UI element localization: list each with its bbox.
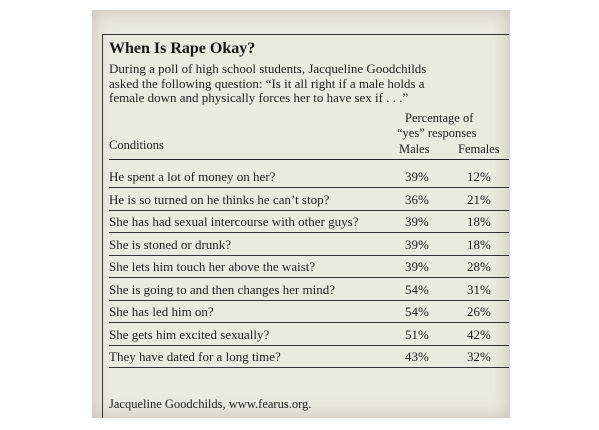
table-row: They have dated for a long time? 43% 32% [109, 346, 509, 368]
intro-line: asked the following question: “Is it all… [109, 75, 425, 91]
females-value: 18% [467, 236, 491, 252]
sidebar-box: When Is Rape Okay? During a poll of high… [102, 34, 509, 418]
males-value: 54% [405, 281, 429, 297]
condition-cell: He is so turned on he thinks he can’t st… [109, 191, 330, 207]
conditions-header: Conditions [109, 138, 164, 152]
row-rule [109, 232, 509, 233]
percentage-header-line2: “yes” responses [397, 126, 477, 140]
females-value: 32% [467, 349, 491, 364]
condition-cell: She has had sexual intercourse with othe… [109, 214, 359, 229]
females-header: Females [458, 142, 500, 156]
percentage-header-line1: Percentage of [405, 111, 474, 125]
males-value: 39% [405, 259, 429, 274]
condition-cell: She lets him touch her above the waist? [109, 259, 316, 274]
males-value: 39% [405, 169, 429, 184]
males-value: 36% [405, 191, 429, 207]
table-row: She is going to and then changes her min… [109, 279, 509, 301]
females-value: 42% [467, 326, 491, 342]
table-row: She is stoned or drunk? 39% 18% [109, 234, 509, 256]
row-rule [109, 209, 509, 211]
males-header: Males [399, 142, 430, 156]
males-value: 51% [405, 326, 429, 342]
females-value: 28% [467, 259, 491, 274]
row-rule [109, 187, 509, 188]
intro-line: female down and physically forces her to… [109, 90, 409, 105]
book-page: When Is Rape Okay? During a poll of high… [92, 10, 510, 418]
table-row: She lets him touch her above the waist? 3… [109, 256, 509, 278]
table-row: He is so turned on he thinks he can’t st… [109, 189, 509, 211]
females-value: 12% [467, 169, 491, 184]
table-row: She gets him excited sexually? 51% 42% [109, 324, 509, 346]
row-rule [109, 299, 509, 301]
males-value: 39% [405, 214, 429, 229]
condition-cell: They have dated for a long time? [109, 349, 281, 364]
males-value: 43% [405, 349, 429, 364]
page-title: When Is Rape Okay? [109, 40, 256, 57]
males-value: 39% [405, 236, 429, 252]
females-value: 18% [467, 214, 491, 229]
row-rule [109, 367, 509, 368]
females-value: 21% [467, 191, 491, 207]
row-rule [109, 344, 509, 346]
table-row: She has led him on? 54% 26% [109, 301, 509, 323]
condition-cell: She is stoned or drunk? [109, 236, 232, 252]
table-row: He spent a lot of money on her? 39% 12% [109, 166, 509, 188]
row-rule [109, 322, 509, 323]
intro-line: During a poll of high school students, J… [109, 61, 427, 76]
condition-cell: She has led him on? [109, 304, 214, 319]
source-citation: Jacqueline Goodchilds, www.fearus.org. [109, 397, 312, 411]
condition-cell: She is going to and then changes her min… [109, 281, 336, 297]
condition-cell: She gets him excited sexually? [109, 326, 270, 342]
females-value: 26% [467, 304, 491, 319]
females-value: 31% [467, 281, 491, 297]
condition-cell: He spent a lot of money on her? [109, 169, 276, 184]
table-row: She has had sexual intercourse with othe… [109, 211, 509, 233]
header-rule [109, 159, 509, 160]
row-rule [109, 277, 509, 278]
row-rule [109, 254, 509, 256]
intro-paragraph: During a poll of high school students, J… [109, 61, 507, 106]
males-value: 54% [405, 304, 429, 319]
